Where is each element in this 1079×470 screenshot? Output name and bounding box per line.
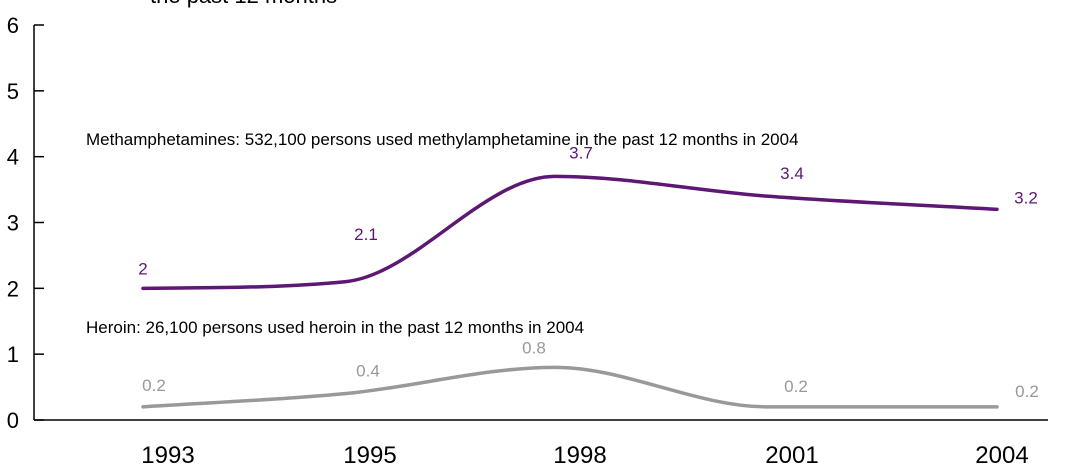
y-tick-label: 3 bbox=[7, 211, 19, 236]
y-tick-label: 2 bbox=[7, 276, 19, 301]
y-tick-label: 5 bbox=[7, 79, 19, 104]
x-tick-label: 1993 bbox=[141, 442, 194, 469]
data-label-heroin: 0.8 bbox=[522, 338, 546, 357]
x-tick-label: 2004 bbox=[975, 442, 1028, 469]
axes: 0 1 2 3 4 5 6 1993 1995 1998 2001 2004 bbox=[7, 13, 1048, 469]
x-tick-label: 1998 bbox=[553, 442, 606, 469]
data-label-methamphetamines: 2 bbox=[138, 259, 147, 278]
x-tick-label: 2001 bbox=[765, 442, 818, 469]
series-note-heroin: Heroin: 26,100 persons used heroin in th… bbox=[86, 318, 584, 337]
data-label-heroin: 0.2 bbox=[142, 376, 166, 395]
y-tick-label: 1 bbox=[7, 342, 19, 367]
y-tick-label: 4 bbox=[7, 145, 19, 170]
series-line-heroin bbox=[141, 365, 999, 409]
series-lines bbox=[141, 174, 999, 409]
series-line-methamphetamines bbox=[141, 174, 999, 291]
series-notes: Methamphetamines: 532,100 persons used m… bbox=[86, 130, 799, 337]
data-label-heroin: 0.4 bbox=[356, 362, 380, 381]
chart-title: the past 12 months bbox=[150, 0, 337, 8]
series-note-methamphetamines: Methamphetamines: 532,100 persons used m… bbox=[86, 130, 799, 149]
data-label-methamphetamines: 2.1 bbox=[354, 225, 378, 244]
x-tick-label: 1995 bbox=[343, 442, 396, 469]
y-tick-label: 6 bbox=[7, 13, 19, 38]
data-labels: 2 2.1 3.7 3.4 3.2 0.2 0.4 0.8 0.2 0.2 bbox=[138, 143, 1039, 400]
data-label-methamphetamines: 3.4 bbox=[780, 164, 804, 183]
data-label-heroin: 0.2 bbox=[784, 377, 808, 396]
data-label-methamphetamines: 3.2 bbox=[1014, 188, 1038, 207]
data-label-methamphetamines: 3.7 bbox=[569, 143, 593, 162]
data-label-heroin: 0.2 bbox=[1015, 382, 1039, 401]
y-tick-label: 0 bbox=[7, 408, 19, 433]
